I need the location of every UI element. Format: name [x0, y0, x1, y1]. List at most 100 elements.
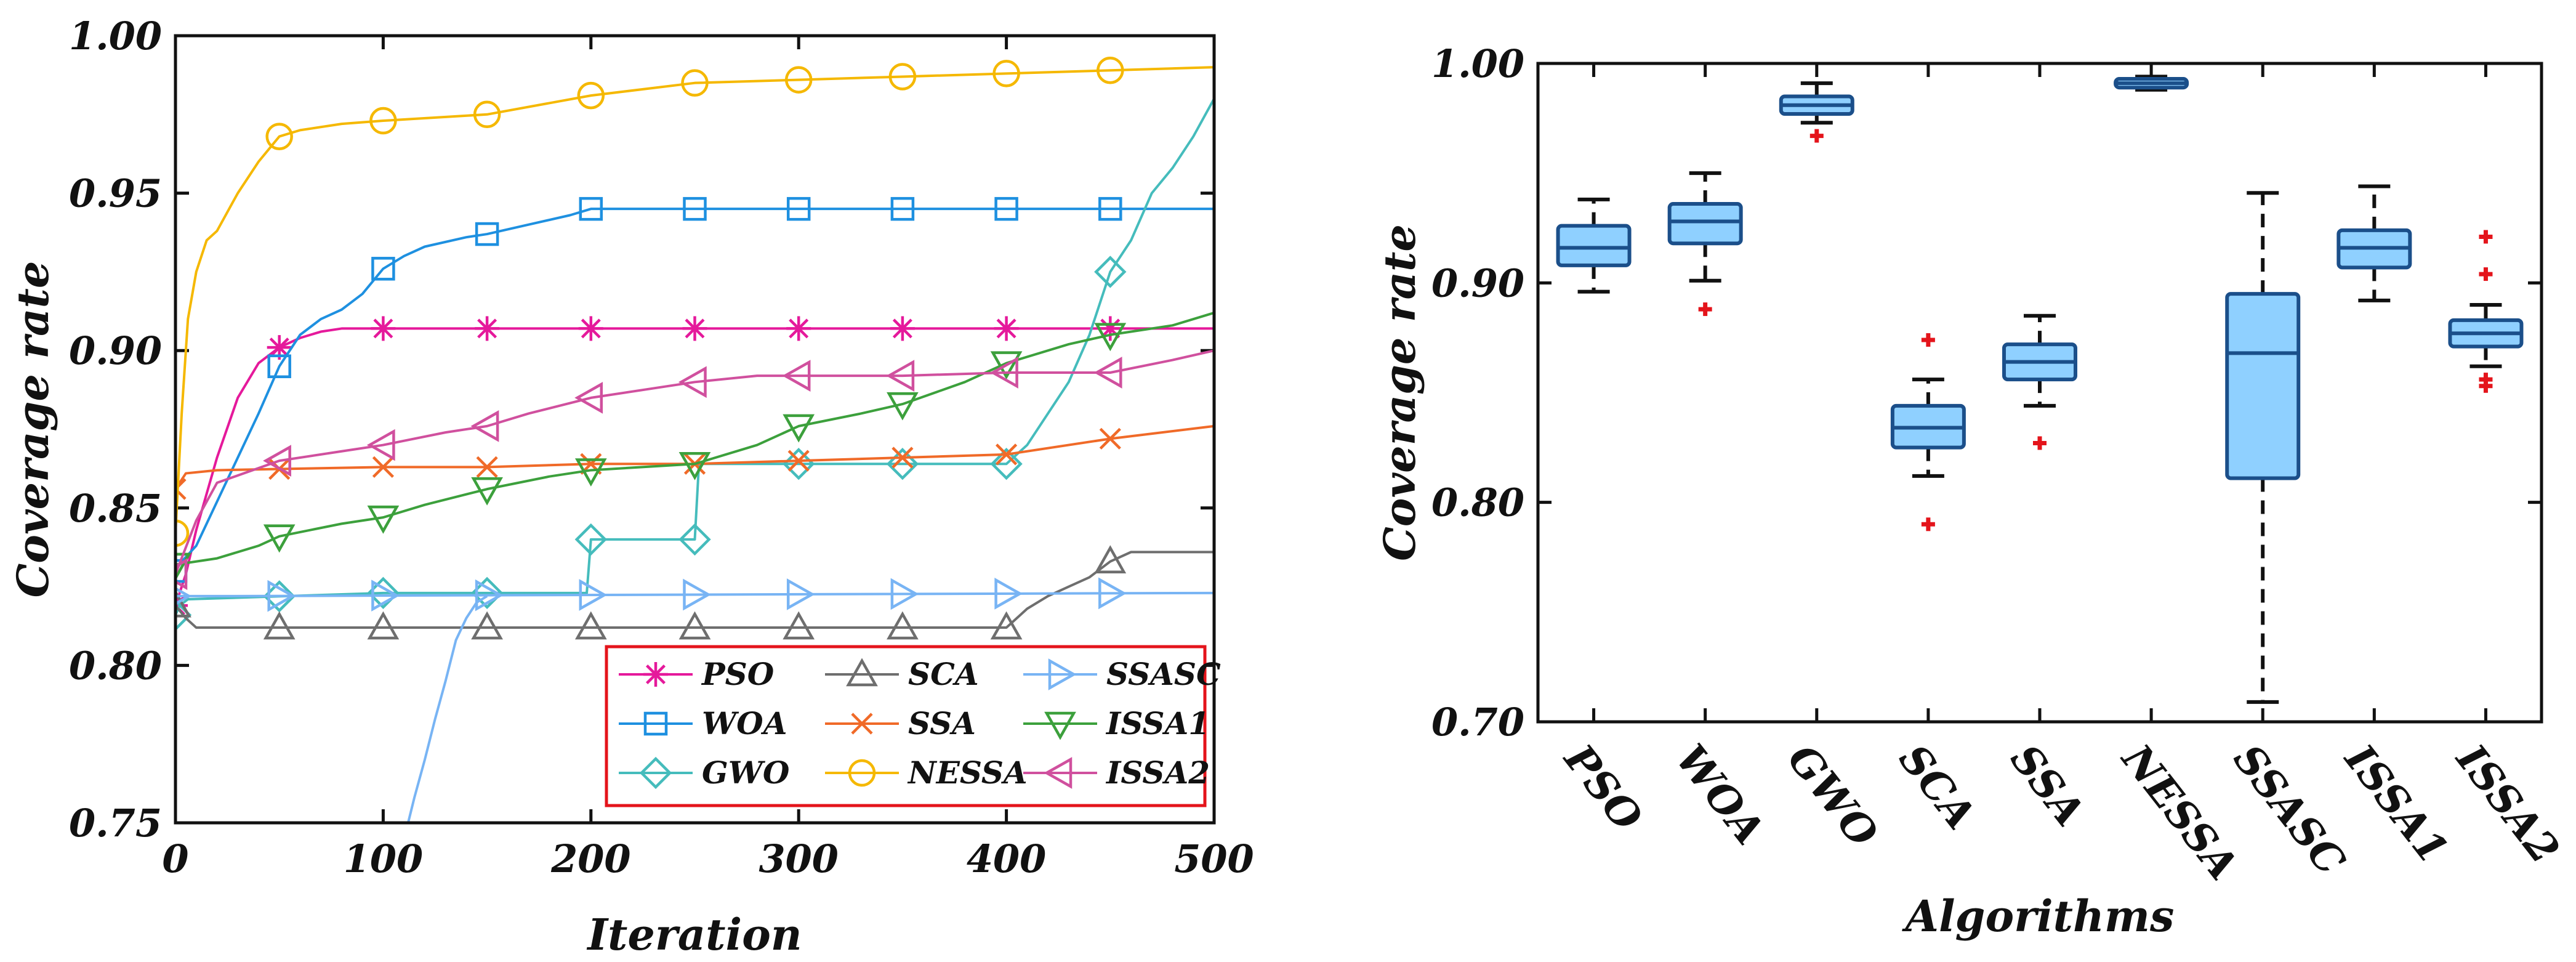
x-tick-label: 0: [162, 836, 188, 881]
series-marker-issa2: [990, 357, 1018, 389]
series-marker-sca: [471, 611, 503, 640]
legend-marker-gwo: [639, 756, 672, 790]
series-marker-ssasc: [786, 578, 815, 610]
series-marker-ssa: [892, 447, 914, 469]
legend-marker-pso: [643, 662, 668, 687]
box-sca: [1890, 333, 1966, 532]
series-marker-woa: [1098, 196, 1122, 221]
series-marker-nessa: [175, 519, 190, 547]
series-marker-gwo: [678, 523, 711, 556]
y-axis-label: Coverage rate: [7, 261, 58, 598]
legend-marker-pso-stroke: [646, 665, 666, 684]
series-marker-pso: [682, 316, 707, 341]
legend-marker-sca: [846, 658, 878, 687]
series-marker-pso: [267, 335, 292, 360]
series-marker-ssasc: [683, 578, 712, 611]
series-marker-issa2: [678, 366, 707, 398]
series-line-sca: [175, 551, 1214, 629]
outlier-marker: [2479, 267, 2493, 281]
outlier-marker: [1698, 302, 1712, 317]
series-marker-issa1: [1094, 323, 1127, 352]
outlier-marker: [1809, 129, 1824, 143]
series-marker-sca: [263, 611, 296, 640]
series-marker-ssasc: [267, 580, 296, 612]
legend-marker-ssa-stroke: [851, 713, 873, 735]
series-marker-pso: [890, 316, 915, 341]
series-marker-ssa-stroke: [1099, 427, 1121, 450]
series-marker-pso-stroke: [269, 338, 289, 358]
series-marker-pso: [371, 316, 396, 341]
series-marker-pso: [475, 316, 500, 341]
series-marker-nessa: [992, 60, 1020, 87]
series-marker-nessa: [888, 63, 917, 91]
series-marker-nessa: [577, 81, 605, 110]
box-ssasc: [2225, 191, 2301, 704]
outlier-marker: [2033, 436, 2047, 450]
series-marker-ssa-stroke: [892, 447, 914, 469]
series-marker-issa1: [471, 477, 503, 506]
series-marker-pso-stroke: [373, 318, 393, 339]
series-marker-gwo: [783, 448, 815, 480]
series-line-issa2: [175, 349, 1214, 575]
series-marker-pso-stroke: [996, 318, 1016, 339]
series-marker-issa2: [366, 429, 395, 461]
legend-label-issa1: ISSA1: [1105, 705, 1210, 742]
y-tick-label: 0.95: [69, 171, 162, 216]
series-marker-ssa: [372, 456, 394, 478]
series-marker-sca: [574, 611, 607, 640]
legend-label-woa: WOA: [702, 705, 787, 742]
series-marker-pso-stroke: [789, 318, 809, 339]
series-marker-ssa-stroke: [175, 478, 187, 491]
series-line-woa: [175, 208, 1214, 572]
series-marker-ssasc: [475, 579, 504, 612]
series-marker-issa1: [990, 351, 1023, 380]
y-tick-label: 0.90: [69, 328, 162, 373]
box-nessa: [2114, 75, 2189, 92]
series-marker-ssa: [996, 443, 1018, 466]
series-line-ssasc-branch: [406, 595, 488, 823]
series-marker-gwo: [1094, 256, 1127, 288]
series-marker-issa1: [367, 505, 400, 534]
series-marker-sca: [175, 589, 191, 618]
series-marker-ssa-stroke: [175, 487, 187, 500]
series-marker-issa2: [1093, 357, 1122, 389]
series-marker-woa: [267, 354, 291, 379]
series-marker-woa: [475, 222, 499, 246]
series-marker-ssa: [787, 450, 810, 472]
series-marker-nessa: [784, 66, 813, 94]
series-marker-ssasc: [890, 578, 919, 610]
series-marker-pso-stroke: [581, 318, 601, 339]
series-line-gwo: [175, 98, 1214, 616]
series-marker-woa: [786, 196, 811, 221]
series-line-ssa: [175, 424, 1214, 490]
legend-label-nessa: NESSA: [907, 754, 1028, 791]
y-tick-label: 0.90: [1431, 261, 1524, 305]
y-axis-label: Coverage rate: [1374, 224, 1425, 561]
series-marker-gwo: [574, 523, 607, 556]
series-marker-issa1: [678, 451, 711, 480]
series-marker-issa2: [886, 360, 915, 392]
series-marker-sca: [678, 611, 711, 640]
series-marker-pso: [578, 316, 603, 341]
series-marker-ssasc: [371, 580, 400, 612]
series-marker-nessa: [473, 100, 501, 129]
y-tick-label: 1.00: [69, 14, 162, 59]
legend-marker-ssa: [851, 713, 873, 735]
legend-marker-issa1: [1044, 711, 1076, 740]
series-marker-ssa-stroke: [372, 456, 394, 478]
outlier-marker: [1921, 517, 1935, 532]
series-marker-ssa-stroke: [996, 443, 1018, 466]
series-marker-pso-stroke: [892, 318, 912, 339]
box-ssa: [2002, 313, 2077, 450]
category-label-nessa: NESSA: [2112, 734, 2247, 889]
y-tick-label: 0.80: [1431, 480, 1524, 525]
legend-label-ssasc: SSASC: [1106, 656, 1221, 692]
x-tick-label: 500: [1174, 836, 1254, 881]
series-marker-pso-stroke: [685, 318, 705, 339]
box-gwo: [1779, 81, 1854, 143]
box-issa1: [2337, 184, 2412, 302]
series-marker-pso-stroke: [1100, 318, 1121, 339]
x-tick-label: 200: [550, 836, 630, 881]
series-marker-nessa: [1097, 56, 1124, 84]
series-marker-ssa: [1099, 427, 1121, 450]
